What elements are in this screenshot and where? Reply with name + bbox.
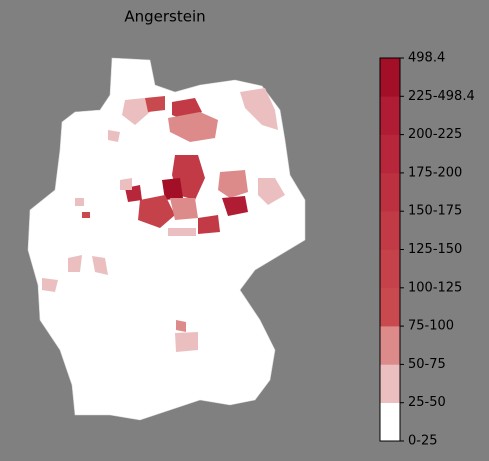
region <box>138 195 175 228</box>
colorbar-label: 0-25 <box>408 434 438 449</box>
germany-map <box>27 57 306 421</box>
colorbar-segment <box>380 287 400 327</box>
colorbar: 0-25 25-50 50-75 75-100 100-125 125-150 150-17… <box>379 51 475 449</box>
map-title: Angerstein <box>124 8 205 26</box>
colorbar-label: 150-175 <box>408 204 462 219</box>
region <box>168 228 196 236</box>
region <box>108 130 120 142</box>
colorbar-label: 200-225 <box>408 127 462 142</box>
region <box>198 215 220 234</box>
region <box>222 196 248 216</box>
region <box>168 112 218 142</box>
colorbar-segment <box>380 402 400 442</box>
colorbar-label: 75-100 <box>408 319 454 334</box>
region <box>42 278 58 292</box>
region <box>145 96 165 112</box>
colorbar-segment <box>380 96 400 135</box>
region-highlights <box>42 88 285 352</box>
region <box>92 256 108 275</box>
colorbar-segment <box>380 249 400 289</box>
region <box>162 178 183 200</box>
region <box>258 178 285 205</box>
colorbar-segment <box>380 58 400 97</box>
colorbar-segment <box>380 364 400 403</box>
region <box>122 98 150 125</box>
region <box>218 170 248 198</box>
region <box>240 88 278 130</box>
colorbar-segment <box>380 172 400 212</box>
colorbar-label: 125-150 <box>408 242 462 257</box>
region <box>175 332 198 352</box>
colorbar-segment <box>380 211 400 250</box>
region <box>120 178 132 190</box>
colorbar-label: 498.4 <box>408 51 445 66</box>
colorbar-label: 25-50 <box>408 395 446 410</box>
region <box>176 320 186 332</box>
colorbar-segment <box>380 134 400 174</box>
region <box>170 198 198 220</box>
region <box>68 255 82 272</box>
colorbar-label: 225-498.4 <box>408 89 475 104</box>
colorbar-label: 175-200 <box>408 165 462 180</box>
region <box>82 212 90 218</box>
region <box>75 198 84 206</box>
colorbar-segment <box>380 326 400 365</box>
colorbar-label: 50-75 <box>408 357 446 372</box>
colorbar-label: 100-125 <box>408 280 462 295</box>
